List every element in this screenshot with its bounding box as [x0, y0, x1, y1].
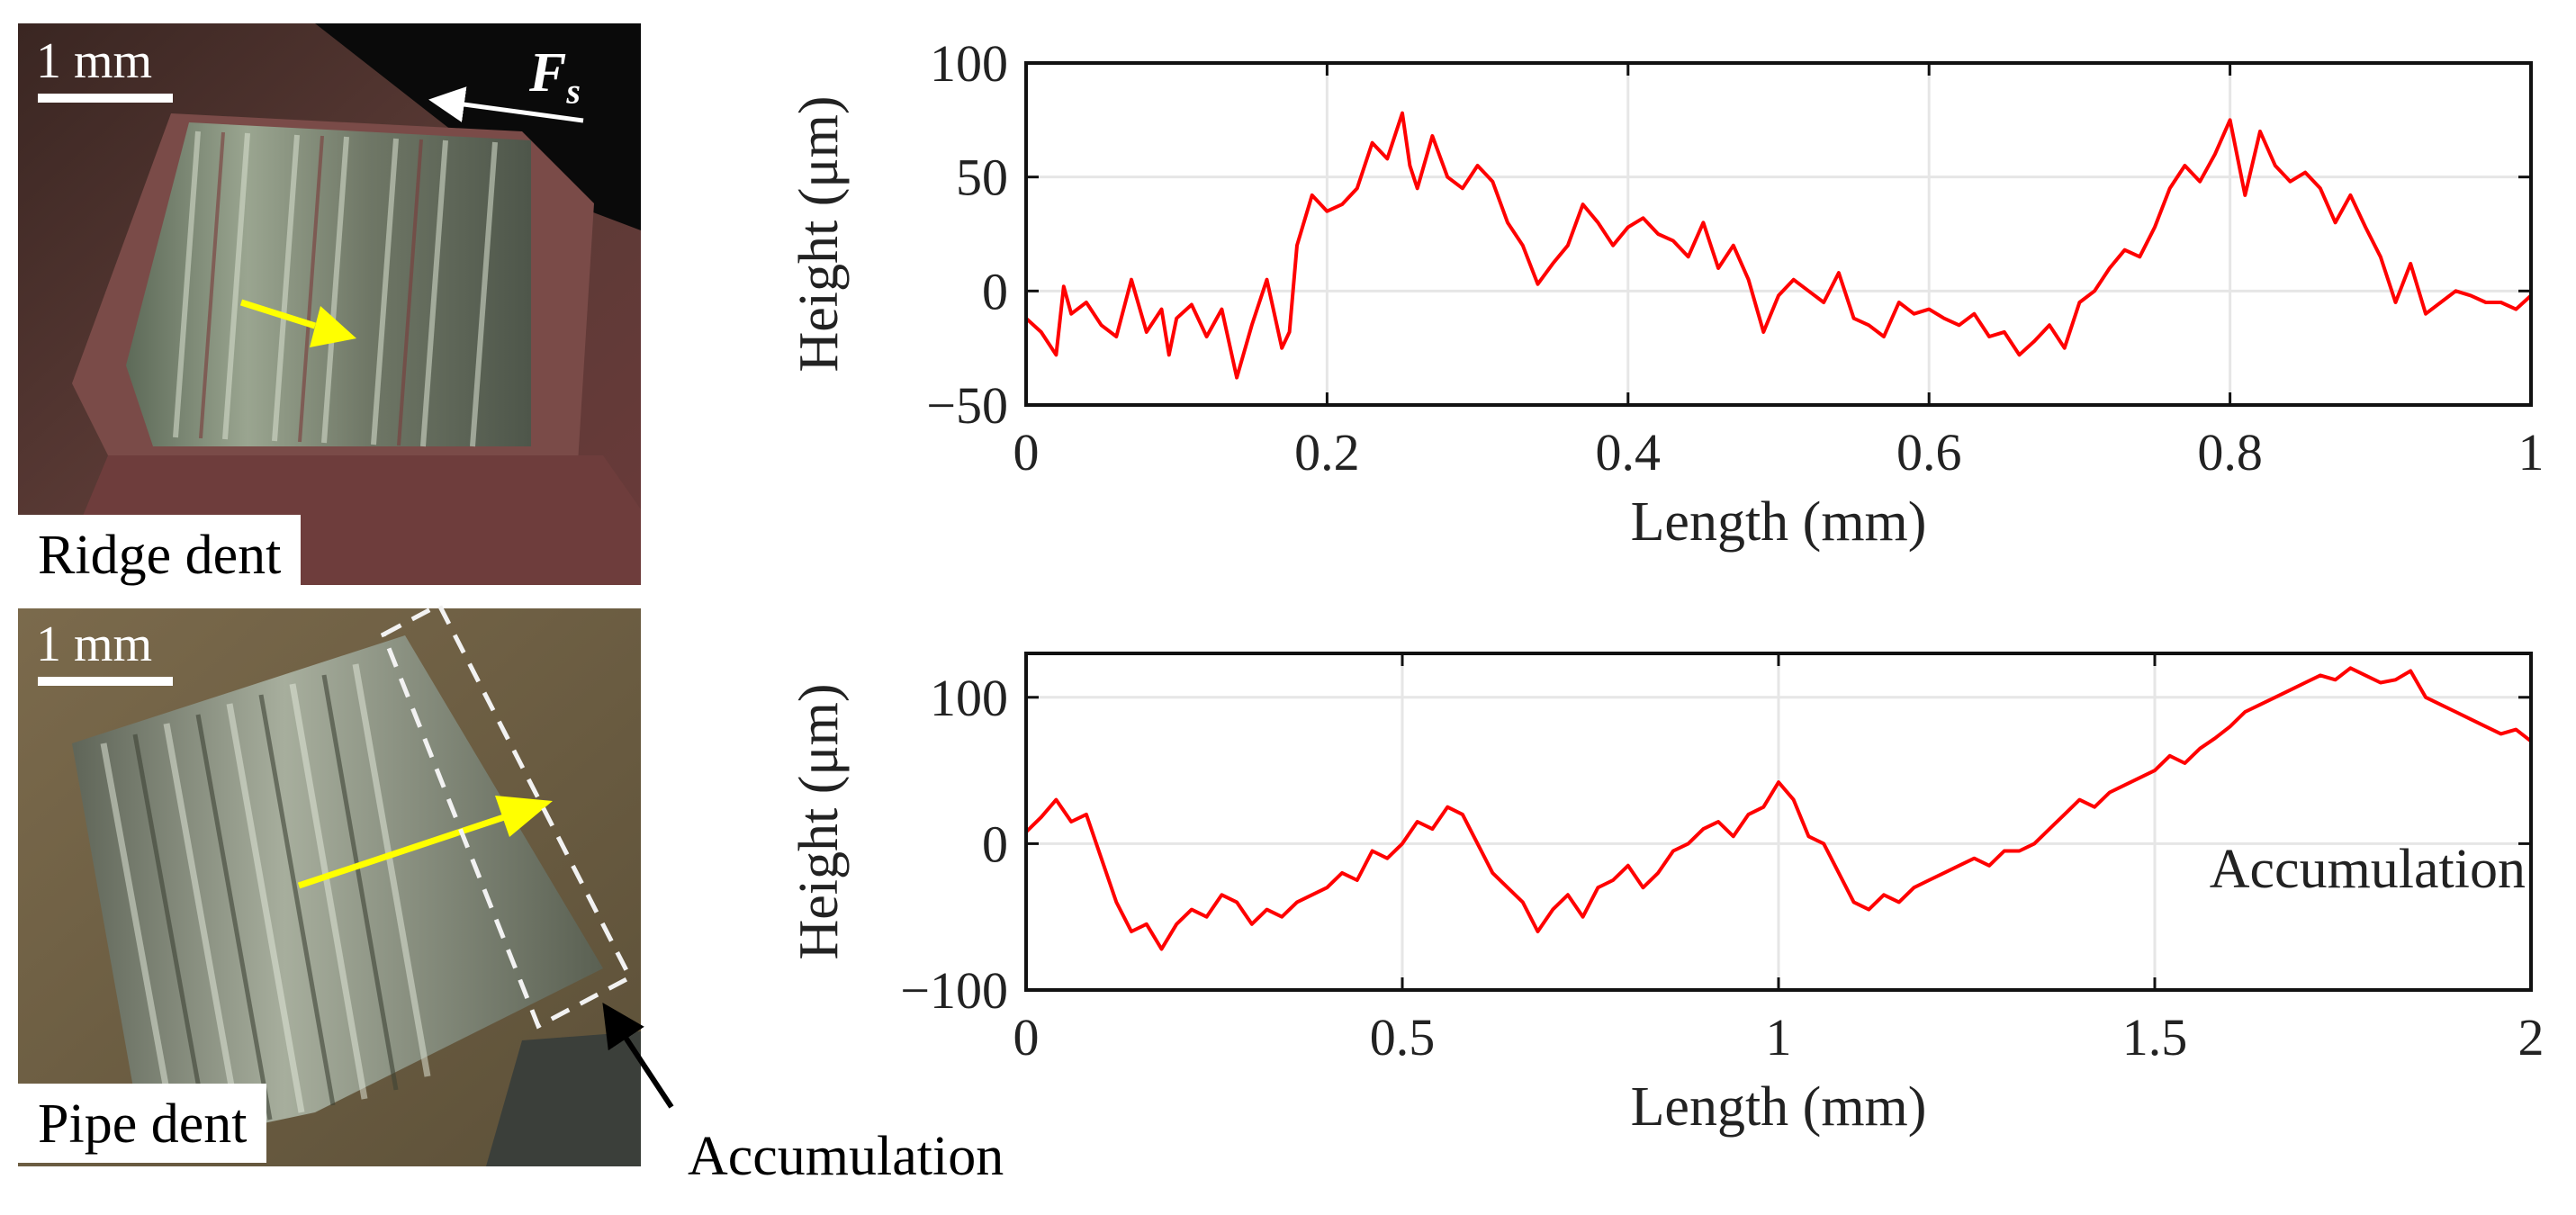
x-tick-label: 1 — [2518, 423, 2544, 482]
x-axis-label: Length (mm) — [1631, 491, 1927, 553]
y-tick-label: 50 — [956, 148, 1008, 207]
scale-bar-pipe — [38, 677, 173, 686]
x-tick-label: 2 — [2518, 1008, 2544, 1066]
chart-annotation: Accumulation — [2210, 839, 2526, 900]
x-axis-label: Length (mm) — [1631, 1076, 1927, 1138]
y-tick-label: 100 — [930, 34, 1008, 93]
y-tick-label: 0 — [982, 262, 1008, 320]
pipe-dent-label: Pipe dent — [18, 1084, 267, 1163]
ridge-dent-label: Ridge dent — [18, 515, 302, 594]
scale-bar-ridge — [38, 94, 173, 103]
x-tick-label: 1 — [1766, 1008, 1792, 1066]
plot-frame — [1024, 61, 2533, 407]
profile-line-pipe — [1024, 666, 2533, 951]
profile-line-ridge — [1024, 111, 2533, 380]
y-axis-label: Height (μm) — [788, 683, 850, 959]
x-tick-label: 0.2 — [1294, 423, 1360, 482]
x-tick-label: 0.6 — [1896, 423, 1962, 482]
x-tick-label: 0.8 — [2197, 423, 2263, 482]
y-tick-label: −100 — [900, 961, 1008, 1020]
x-tick-label: 0.4 — [1596, 423, 1662, 482]
x-tick-label: 0.5 — [1370, 1008, 1436, 1066]
accumulation-caption: Accumulation — [688, 1126, 1004, 1187]
x-tick-label: 0 — [1013, 423, 1040, 482]
y-tick-label: 0 — [982, 814, 1008, 873]
x-tick-label: 1.5 — [2122, 1008, 2188, 1066]
y-tick-label: 100 — [930, 669, 1008, 727]
x-tick-label: 0 — [1013, 1008, 1040, 1066]
scale-text-pipe: 1 mm — [36, 616, 153, 672]
y-axis-label: Height (μm) — [788, 95, 850, 372]
force-label-main: F — [529, 42, 567, 104]
y-tick-label: −50 — [926, 376, 1008, 435]
scale-text-ridge: 1 mm — [36, 33, 153, 89]
